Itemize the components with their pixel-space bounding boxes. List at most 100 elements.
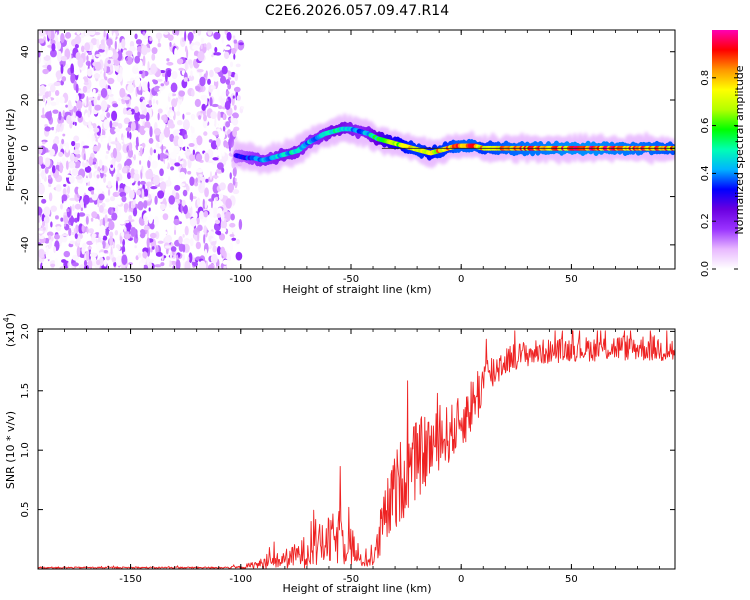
spectrogram-noise-speck xyxy=(132,141,137,146)
spectrogram-noise-speck xyxy=(182,113,185,120)
spectrogram-noise-speck xyxy=(97,95,101,101)
spectrogram-noise-speck xyxy=(215,137,221,147)
spectrogram-noise-speck xyxy=(151,246,155,250)
spectrogram-noise-speck xyxy=(119,60,123,64)
snr-scale-label: (x10 xyxy=(4,322,17,347)
spectrogram-noise-speck xyxy=(221,65,228,75)
spectrogram-y-tick-label: 40 xyxy=(20,45,31,58)
spectrogram-noise-speck xyxy=(137,186,140,190)
spectrogram-noise-speck xyxy=(103,175,106,184)
spectrogram-noise-speck xyxy=(149,126,153,138)
spectrogram-noise-speck xyxy=(230,213,235,221)
spectrogram-noise-speck xyxy=(116,72,123,83)
spectrogram-noise-speck xyxy=(59,162,64,174)
spectrogram-noise-speck xyxy=(231,112,239,119)
spectrogram-noise-speck xyxy=(200,37,204,44)
spectrogram-noise-speck xyxy=(48,192,53,202)
spectrogram-noise-speck xyxy=(85,213,91,218)
spectrogram-noise-speck xyxy=(102,217,106,228)
spectrogram-noise-speck xyxy=(187,256,190,262)
spectrogram-noise-speck xyxy=(87,186,95,192)
spectrogram-noise-speck xyxy=(135,255,139,261)
spectrogram-noise-speck xyxy=(65,160,69,170)
spectrogram-noise-speck xyxy=(128,142,133,151)
spectrogram-noise-speck xyxy=(38,163,42,173)
spectrogram-noise-speck xyxy=(161,72,167,77)
spectrogram-noise-speck xyxy=(73,156,78,163)
spectrogram-noise-speck xyxy=(62,187,67,196)
spectrogram-noise-speck xyxy=(220,204,228,215)
spectrogram-noise-speck xyxy=(61,157,66,167)
spectrogram-noise-speck xyxy=(54,90,60,96)
spectrogram-noise-speck xyxy=(88,156,93,166)
spectrogram-noise-speck xyxy=(57,159,61,163)
spectrogram-noise-speck xyxy=(212,182,220,194)
spectrogram-noise-speck xyxy=(216,246,222,256)
spectrogram-noise-speck xyxy=(112,241,115,249)
spectrogram-noise-speck xyxy=(100,100,108,112)
spectrogram-noise-speck xyxy=(157,240,164,244)
spectrogram-noise-speck xyxy=(114,40,117,50)
spectrogram-noise-speck xyxy=(184,134,188,139)
spectrogram-noise-speck xyxy=(66,185,71,195)
spectrogram-noise-speck xyxy=(170,166,175,171)
spectrogram-noise-speck xyxy=(227,182,235,193)
spectrogram-noise-speck xyxy=(147,169,154,180)
spectrogram-noise-speck xyxy=(45,245,49,256)
spectrogram-noise-speck xyxy=(197,231,200,242)
spectrogram-noise-speck xyxy=(145,112,150,122)
colorbar-label: Normalized spectral amplitude xyxy=(733,65,746,234)
spectrogram-noise-speck xyxy=(216,146,219,150)
spectrogram-x-axis-label: Height of straight line (km) xyxy=(282,283,431,296)
spectrogram-noise-speck xyxy=(69,121,73,129)
spectrogram-noise-speck xyxy=(121,254,128,265)
spectrogram-noise-speck xyxy=(188,74,195,81)
spectrogram-noise-speck xyxy=(147,183,150,192)
spectrogram-noise-speck xyxy=(178,90,186,97)
spectrogram-noise-speck xyxy=(209,69,214,78)
spectrogram-noise-speck xyxy=(48,90,52,97)
spectrogram-noise-speck xyxy=(184,151,191,156)
spectrogram-noise-speck xyxy=(234,30,238,33)
spectrogram-noise-speck xyxy=(177,102,181,112)
spectrogram-noise-speck xyxy=(104,214,108,223)
spectrogram-noise-speck xyxy=(86,240,94,246)
colorbar-tick-label: 0.8 xyxy=(700,70,711,86)
spectrogram-noise-speck xyxy=(82,146,86,154)
spectrogram-noise-speck xyxy=(136,189,141,196)
spectrogram-noise-speck xyxy=(103,250,109,254)
spectrogram-noise-speck xyxy=(179,160,184,165)
spectrogram-noise-speck xyxy=(132,129,139,138)
spectrogram-noise-speck xyxy=(139,229,146,239)
spectrogram-noise-speck xyxy=(38,248,45,259)
spectrogram-noise-speck xyxy=(102,239,106,249)
spectrogram-noise-speck xyxy=(124,220,130,224)
spectrogram-noise-speck xyxy=(178,235,183,244)
spectrogram-noise-speck xyxy=(76,100,83,110)
spectrogram-noise-speck xyxy=(102,235,108,241)
spectrogram-noise-speck xyxy=(163,31,169,35)
spectrogram-noise-speck xyxy=(217,110,221,121)
spectrogram-noise-speck xyxy=(189,199,192,208)
spectrogram-noise-speck xyxy=(194,98,201,108)
spectrogram-noise-speck xyxy=(160,154,168,159)
spectrogram-y-tick-label: -40 xyxy=(20,237,31,253)
spectrogram-noise-speck xyxy=(223,46,231,51)
spectrogram-noise-speck xyxy=(86,68,93,77)
spectrogram-noise-speck xyxy=(46,109,52,122)
spectrogram-noise-speck xyxy=(105,84,108,90)
spectrogram-noise-speck xyxy=(139,180,146,185)
spectrogram-noise-speck xyxy=(153,149,157,154)
spectrogram-noise-speck xyxy=(149,36,153,42)
spectrogram-noise-speck xyxy=(173,145,181,154)
spectrogram-noise-speck xyxy=(56,50,62,62)
colorbar: 0.0 0.2 0.4 0.6 0.8 Normalized spectral ampl… xyxy=(700,30,746,277)
spectrogram-noise-speck xyxy=(137,180,141,186)
spectrogram-noise-speck xyxy=(167,258,170,267)
spectrogram-noise-speck xyxy=(190,113,196,121)
spectrogram-noise-speck xyxy=(81,246,86,255)
spectrogram-noise-speck xyxy=(84,99,87,107)
spectrogram-noise-speck xyxy=(60,32,65,44)
spectrogram-noise-speck xyxy=(203,43,207,48)
spectrogram-noise-speck xyxy=(61,233,69,237)
